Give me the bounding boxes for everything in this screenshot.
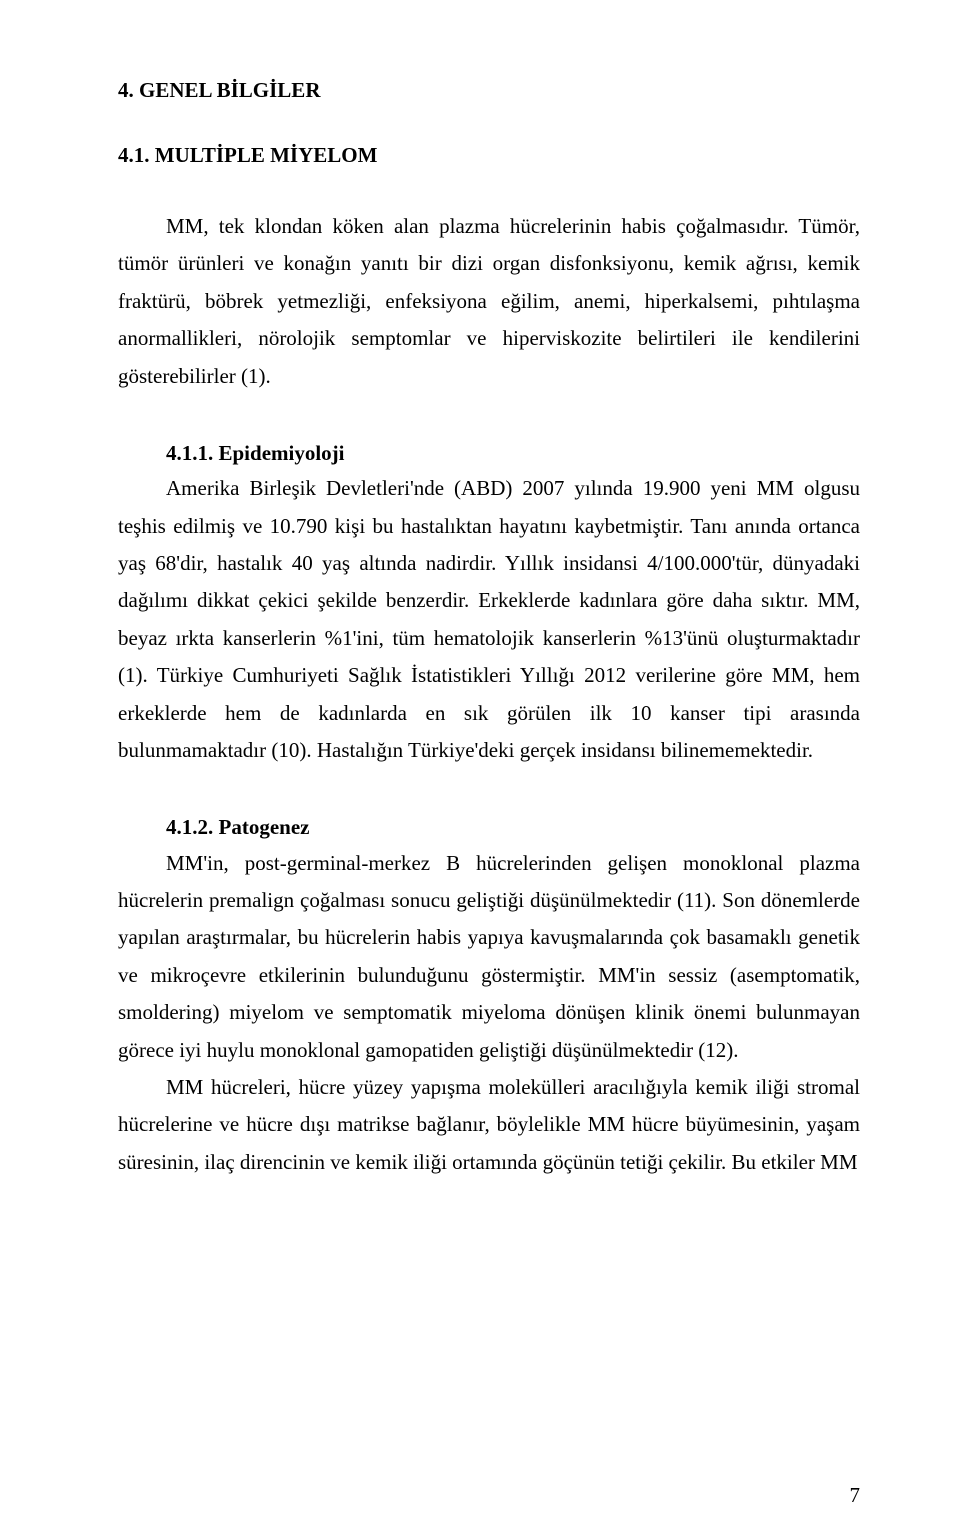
paragraph-patogenez-2: MM hücreleri, hücre yüzey yapışma molekü…: [118, 1069, 860, 1181]
document-page: 4. GENEL BİLGİLER 4.1. MULTİPLE MİYELOM …: [0, 0, 960, 1536]
paragraph-intro: MM, tek klondan köken alan plazma hücrel…: [118, 208, 860, 395]
heading-level-1: 4. GENEL BİLGİLER: [118, 78, 860, 103]
section-epidemiology: 4.1.1. Epidemiyoloji: [118, 435, 860, 472]
heading-patogenez: 4.1.2. Patogenez: [166, 815, 309, 839]
page-number: 7: [850, 1483, 861, 1508]
heading-epidemiology: 4.1.1. Epidemiyoloji: [166, 441, 345, 465]
section-patogenez: 4.1.2. Patogenez: [118, 809, 860, 846]
paragraph-patogenez-1: MM'in, post-germinal-merkez B hücrelerin…: [118, 845, 860, 1069]
heading-level-2: 4.1. MULTİPLE MİYELOM: [118, 143, 860, 168]
paragraph-epidemiology: Amerika Birleşik Devletleri'nde (ABD) 20…: [118, 470, 860, 769]
